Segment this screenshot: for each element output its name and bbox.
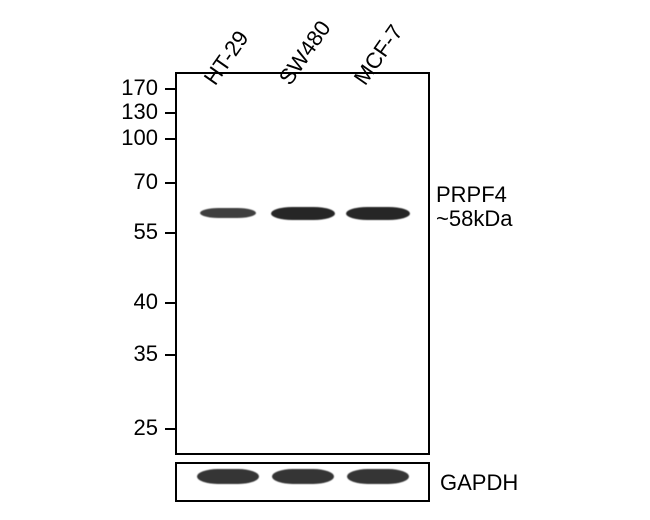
figure-container: HT-29SW480MCF-7 1701301007055403525 PRPF… (0, 0, 650, 520)
loading-band-lane-0 (197, 469, 259, 484)
mw-tick-70 (165, 182, 175, 184)
loading-band-lane-2 (347, 469, 409, 484)
main-blot-box (175, 72, 430, 455)
mw-label-55: 55 (134, 219, 158, 245)
mw-tick-35 (165, 354, 175, 356)
mw-tick-25 (165, 428, 175, 430)
protein-name-label: PRPF4 (436, 182, 507, 208)
loading-control-label: GAPDH (440, 470, 518, 496)
mw-label-70: 70 (134, 169, 158, 195)
mw-label-35: 35 (134, 341, 158, 367)
target-band-lane-2 (346, 207, 410, 220)
loading-band-lane-1 (272, 469, 334, 484)
mw-tick-170 (165, 88, 175, 90)
mw-tick-130 (165, 112, 175, 114)
mw-label-170: 170 (121, 75, 158, 101)
mw-label-40: 40 (134, 289, 158, 315)
mw-tick-100 (165, 138, 175, 140)
mw-label-100: 100 (121, 125, 158, 151)
mw-tick-40 (165, 302, 175, 304)
mw-tick-55 (165, 232, 175, 234)
observed-mw-label: ~58kDa (436, 206, 512, 232)
mw-label-130: 130 (121, 99, 158, 125)
target-band-lane-0 (200, 208, 256, 218)
target-band-lane-1 (271, 207, 335, 220)
mw-label-25: 25 (134, 415, 158, 441)
